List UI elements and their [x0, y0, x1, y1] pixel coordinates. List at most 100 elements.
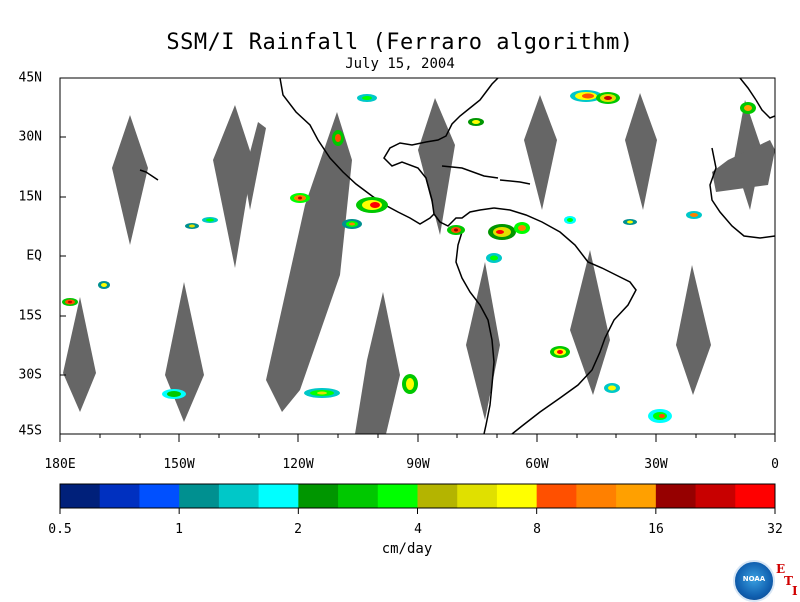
colorbar-label-1: 1 — [175, 522, 183, 537]
rain-cluster — [447, 225, 465, 235]
lon-label-0: 0 — [771, 457, 779, 472]
colorbar-swatch — [496, 484, 538, 508]
swath-gap — [524, 95, 557, 210]
gulf-coast — [383, 78, 499, 215]
coastlines — [139, 78, 775, 434]
colorbar-swatch — [616, 484, 657, 508]
rain-cluster — [62, 298, 78, 306]
lon-label-150w: 150W — [163, 457, 195, 472]
lat-label-45s: 45S — [18, 423, 42, 439]
south-america-west-coast — [455, 231, 495, 434]
colorbar-label-32: 32 — [767, 522, 783, 537]
swath-gap — [355, 292, 400, 434]
colorbar-swatch — [338, 484, 379, 508]
noaa-logo-icon: NOAA — [733, 560, 775, 602]
colorbar-swatch — [536, 484, 577, 508]
swath-gap — [244, 122, 266, 210]
lon-label-120w: 120W — [282, 457, 314, 472]
noaa-logo-text: NOAA — [742, 575, 766, 583]
colorbar-swatch — [139, 484, 180, 508]
colorbar-swatch — [576, 484, 617, 508]
swath-gap — [418, 98, 455, 235]
lon-label-60w: 60W — [525, 457, 549, 472]
map-content — [62, 78, 775, 434]
swath-gap — [112, 115, 148, 245]
rain-cluster — [564, 216, 576, 224]
rain-cluster — [488, 224, 516, 240]
swath-gap — [63, 297, 96, 412]
lon-label-180e: 180E — [44, 457, 76, 472]
colorbar-swatch — [655, 484, 697, 508]
lat-label-eq: EQ — [26, 248, 42, 264]
lat-label-45n: 45N — [18, 70, 42, 86]
lon-label-90w: 90W — [406, 457, 430, 472]
rain-cells — [62, 90, 756, 423]
swath-gap — [570, 250, 610, 395]
rain-cluster — [486, 253, 502, 263]
rain-cluster — [604, 383, 620, 393]
rain-cluster — [332, 130, 344, 146]
swath-gaps — [63, 93, 775, 434]
lon-label-30w: 30W — [644, 457, 668, 472]
rain-cluster — [98, 281, 110, 289]
lat-label-15s: 15S — [18, 308, 42, 324]
colorbar-swatch — [60, 484, 101, 508]
colorbar-swatch — [218, 484, 260, 508]
colorbar-swatch — [417, 484, 458, 508]
colorbar — [59, 483, 776, 514]
iberia-coast — [755, 99, 775, 119]
south-america-coast — [493, 207, 637, 434]
colorbar-swatch — [377, 484, 418, 508]
swath-gap — [676, 265, 711, 395]
rain-cluster — [740, 102, 756, 114]
logo-letter-e: E — [776, 562, 786, 576]
rain-cluster — [623, 219, 637, 225]
rain-cluster — [402, 374, 418, 394]
rain-cluster — [342, 219, 362, 229]
greenland-edge — [739, 78, 757, 101]
colorbar-label-8: 8 — [533, 522, 541, 537]
lat-label-30s: 30S — [18, 367, 42, 383]
rain-cluster — [357, 94, 377, 102]
rain-cluster — [290, 193, 310, 203]
axis-ticks — [59, 77, 776, 442]
rain-cluster — [304, 388, 340, 398]
rain-cluster — [514, 222, 530, 234]
rain-cluster — [468, 118, 484, 126]
swath-gap — [466, 262, 500, 420]
hawaii — [139, 169, 159, 181]
colorbar-swatch — [298, 484, 339, 508]
rain-cluster — [202, 217, 218, 223]
colorbar-swatch — [258, 484, 299, 508]
swath-gap — [625, 93, 657, 210]
colorbar-label-2: 2 — [294, 522, 302, 537]
colorbar-swatch — [179, 484, 220, 508]
lat-label-15n: 15N — [18, 189, 42, 205]
colorbar-swatch — [735, 484, 776, 508]
swath-gap — [712, 140, 775, 192]
swath-gap — [213, 105, 253, 268]
colorbar-label-0.5: 0.5 — [48, 522, 72, 537]
cuba — [441, 165, 499, 179]
logo-letter-i: I — [792, 584, 798, 598]
rain-cluster — [356, 197, 388, 213]
africa-coast — [709, 147, 775, 239]
colorbar-unit: cm/day — [381, 541, 433, 557]
swath-gap — [266, 112, 352, 412]
colorbar-label-4: 4 — [414, 522, 422, 537]
colorbar-swatch — [457, 484, 498, 508]
rain-cluster — [162, 389, 186, 399]
rain-cluster — [570, 90, 602, 102]
rain-cluster — [596, 92, 620, 104]
logo-letter-t: T — [784, 574, 793, 588]
swath-gap — [165, 282, 204, 422]
lat-label-30n: 30N — [18, 129, 42, 145]
rain-cluster — [550, 346, 570, 358]
rain-cluster — [185, 223, 199, 229]
colorbar-swatch — [99, 484, 140, 508]
map-date: July 15, 2004 — [345, 56, 455, 72]
north-america-coast — [279, 78, 435, 225]
colorbar-swatch — [695, 484, 736, 508]
rain-cluster — [686, 211, 702, 219]
